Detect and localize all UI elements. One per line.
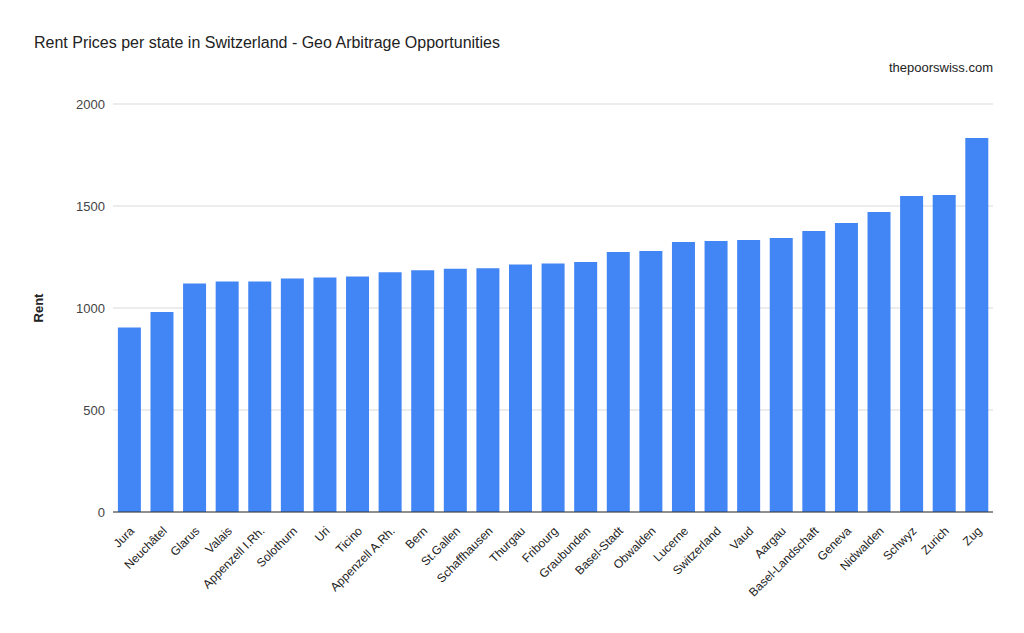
svg-text:Basel-Landschaft: Basel-Landschaft: [746, 523, 822, 599]
svg-text:Nidwalden: Nidwalden: [837, 524, 887, 574]
svg-text:Basel-Stadt: Basel-Stadt: [572, 523, 626, 578]
svg-text:Jura: Jura: [111, 524, 138, 551]
svg-text:Lucerne: Lucerne: [650, 523, 692, 565]
svg-text:Ticino: Ticino: [333, 523, 366, 557]
svg-text:1000: 1000: [76, 301, 105, 316]
svg-text:2000: 2000: [76, 97, 105, 112]
svg-text:Zug: Zug: [960, 524, 985, 549]
svg-text:Neuchâtel: Neuchâtel: [122, 524, 170, 572]
svg-text:Zurich: Zurich: [918, 524, 951, 557]
html-text:Rent Prices per state in Switz: Rent Prices per state in Switzerland - G…: [34, 34, 500, 51]
svg-text:1500: 1500: [76, 199, 105, 214]
svg-text:Appenzell A.Rh.: Appenzell A.Rh.: [328, 524, 398, 594]
svg-text:Solothurn: Solothurn: [254, 524, 300, 570]
svg-text:Graubunden: Graubunden: [536, 523, 594, 581]
html-text:thepoorswiss.com: thepoorswiss.com: [889, 60, 993, 75]
svg-text:500: 500: [83, 403, 105, 418]
svg-text:Switzerland: Switzerland: [670, 524, 724, 578]
svg-text:Appenzell I.Rh.: Appenzell I.Rh.: [200, 523, 268, 592]
svg-text:Fribourg: Fribourg: [519, 523, 561, 566]
svg-text:Aargau: Aargau: [751, 523, 789, 562]
svg-text:Obwalden: Obwalden: [610, 524, 658, 572]
svg-text:Geneva: Geneva: [814, 523, 855, 564]
svg-text:Glarus: Glarus: [167, 524, 202, 559]
svg-text:Uri: Uri: [312, 524, 333, 545]
svg-text:St.Gallen: St.Gallen: [418, 523, 463, 569]
svg-text:Valais: Valais: [202, 523, 235, 557]
svg-text:Schwyz: Schwyz: [880, 524, 919, 563]
svg-text:Rent: Rent: [31, 293, 46, 323]
svg-text:Vaud: Vaud: [727, 524, 756, 553]
svg-text:Thurgau: Thurgau: [486, 523, 529, 566]
svg-text:Bern: Bern: [403, 524, 431, 552]
svg-text:Schaffhausen: Schaffhausen: [434, 523, 496, 586]
svg-text:0: 0: [98, 505, 105, 520]
